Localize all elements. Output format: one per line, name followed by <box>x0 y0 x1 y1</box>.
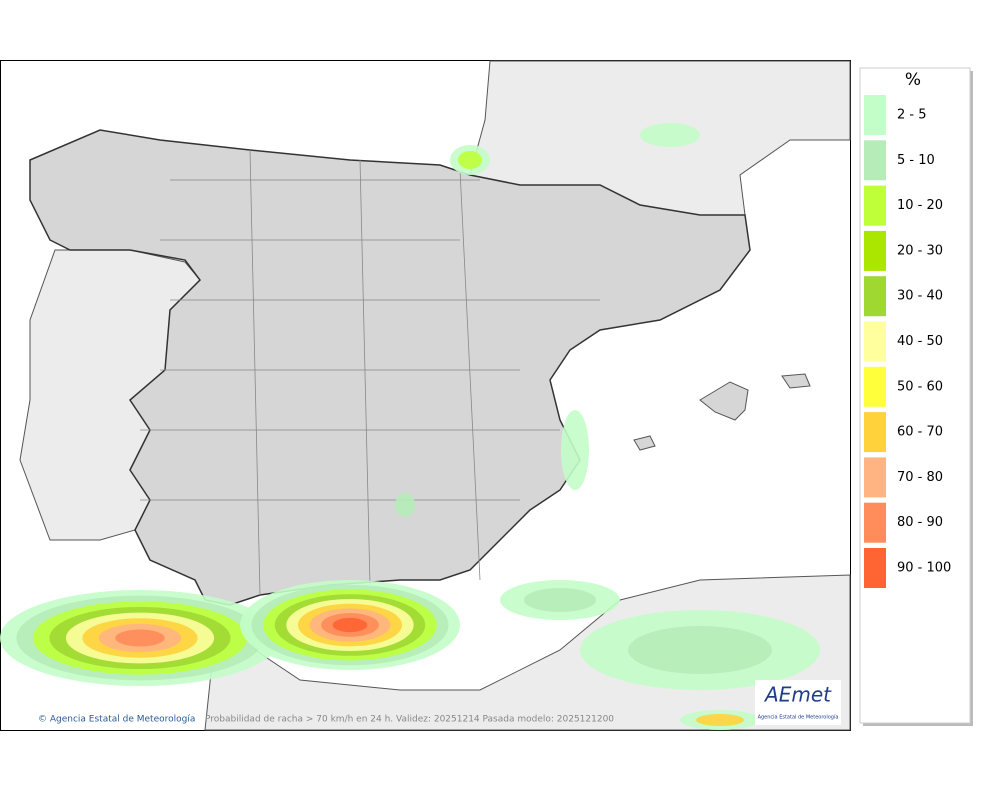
legend-label: 2 - 5 <box>897 108 927 123</box>
menorca <box>781 373 811 389</box>
probability-area <box>332 617 368 633</box>
copyright: © Agencia Estatal de Meteorología <box>38 715 195 725</box>
legend-label: 60 - 70 <box>897 425 943 440</box>
legend-swatch <box>864 502 886 543</box>
legend-label: 30 - 40 <box>897 289 943 304</box>
legend-items: 2 - 5 5 - 10 10 - 20 20 - 30 30 - 40 40 - 50 5… <box>864 95 951 588</box>
legend-label: 50 - 60 <box>897 379 943 394</box>
probability-area <box>524 588 596 612</box>
legend-swatch <box>864 548 886 588</box>
probability-area <box>458 151 482 169</box>
legend-swatch <box>864 321 886 362</box>
legend-label: 20 - 30 <box>897 243 943 258</box>
legend-swatch <box>864 140 886 181</box>
legend-swatch <box>864 412 886 453</box>
probability-areas <box>0 123 820 730</box>
legend-title: % <box>905 70 921 90</box>
legend-label: 70 - 80 <box>897 470 943 485</box>
probability-area <box>395 493 415 517</box>
legend-swatch <box>864 95 886 135</box>
legend-label: 5 - 10 <box>897 153 935 168</box>
legend-label: 10 - 20 <box>897 198 943 213</box>
mallorca <box>699 381 749 421</box>
regional-borders <box>140 149 600 596</box>
logo-box <box>755 680 841 725</box>
caption: Probabilidad de racha > 70 km/h en 24 h.… <box>205 715 614 725</box>
legend-swatch <box>864 366 886 407</box>
probability-area <box>561 410 589 490</box>
legend-swatch <box>864 185 886 226</box>
probability-area <box>640 123 700 147</box>
probability-area <box>115 629 165 647</box>
legend-swatch <box>864 276 886 317</box>
legend-swatch <box>864 230 886 271</box>
probability-area <box>628 626 772 674</box>
legend-label: 80 - 90 <box>897 515 943 530</box>
ibiza <box>633 435 656 451</box>
logo-subtitle: Agencia Estatal de Meteorología <box>758 714 839 721</box>
logo-name: AEmet <box>763 683 832 707</box>
legend-label: 40 - 50 <box>897 334 943 349</box>
probability-area <box>696 714 744 726</box>
legend-swatch <box>864 457 886 498</box>
spain <box>29 129 751 606</box>
legend-label: 90 - 100 <box>897 561 951 576</box>
